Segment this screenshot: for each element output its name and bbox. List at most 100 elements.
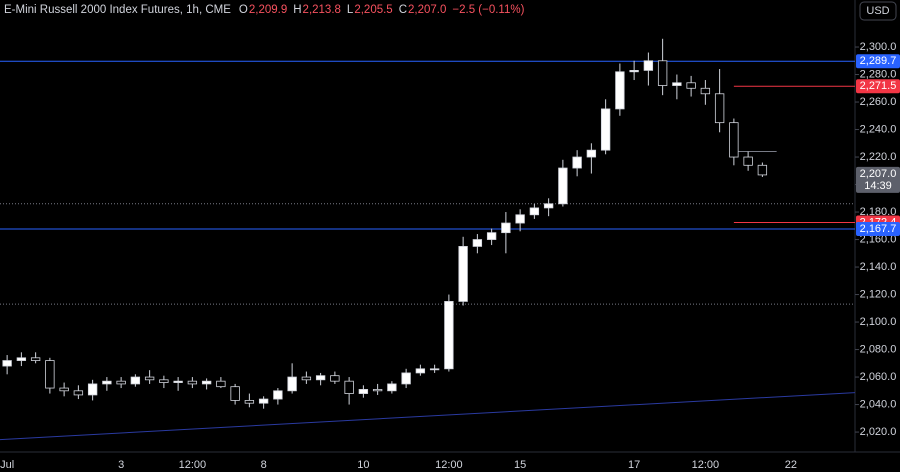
candle-body bbox=[686, 82, 696, 89]
candle-body bbox=[529, 207, 540, 216]
candle-body bbox=[615, 71, 625, 110]
candle-body bbox=[87, 383, 98, 396]
x-tick-label: 12:00 bbox=[692, 459, 720, 471]
x-tick-label: 17 bbox=[628, 459, 640, 471]
x-tick-label: 3 bbox=[118, 459, 124, 471]
candle-body bbox=[201, 380, 212, 385]
candle-body bbox=[358, 389, 369, 394]
legend-value: 2,205.5 bbox=[354, 4, 392, 16]
price-tag bbox=[856, 54, 900, 69]
candle-body bbox=[216, 380, 226, 388]
x-tick-label: Jul bbox=[0, 459, 14, 471]
candle-body bbox=[743, 156, 753, 166]
y-tick-label: 2,140.0 bbox=[860, 261, 897, 273]
price-tag-label: 2,289.7 bbox=[860, 55, 897, 67]
candle-body bbox=[130, 376, 141, 385]
last-price-tag bbox=[856, 166, 900, 193]
x-tick-label: 15 bbox=[514, 459, 526, 471]
candle-body bbox=[401, 372, 411, 385]
ohlc-legend: O 2,209.9 H 2,213.8 L 2,205.5 C 2,207.0 −2.5 (−0… bbox=[239, 4, 525, 16]
legend-key: L bbox=[347, 4, 354, 16]
candle-body bbox=[415, 368, 426, 374]
legend-value: 2,209.9 bbox=[249, 4, 287, 16]
y-tick-label: 2,280.0 bbox=[860, 68, 897, 80]
price-tag bbox=[856, 221, 900, 236]
candle-body bbox=[458, 246, 468, 302]
candle-body bbox=[472, 239, 483, 247]
candle-body bbox=[315, 375, 326, 381]
candle-body bbox=[657, 60, 668, 86]
y-tick-label: 2,240.0 bbox=[860, 123, 897, 135]
currency-label[interactable]: USD bbox=[866, 5, 889, 17]
trendline bbox=[0, 392, 856, 441]
x-tick-label: 8 bbox=[261, 459, 267, 471]
candle-body bbox=[757, 164, 768, 176]
x-tick-label: 10 bbox=[357, 459, 369, 471]
last-price-label: 2,207.0 bbox=[860, 168, 897, 180]
y-tick-label: 2,080.0 bbox=[860, 343, 897, 355]
candle-body bbox=[2, 360, 12, 367]
candle-body bbox=[187, 380, 198, 385]
candle-body bbox=[73, 390, 84, 396]
candle-body bbox=[258, 398, 269, 404]
currency-button[interactable] bbox=[859, 1, 897, 21]
candle-body bbox=[230, 386, 240, 401]
candle-body bbox=[586, 149, 597, 158]
y-tick-label: 2,180.0 bbox=[860, 206, 897, 218]
y-tick-label: 2,220.0 bbox=[860, 151, 897, 163]
candle-body bbox=[515, 214, 525, 224]
candle-body bbox=[273, 390, 283, 400]
candle-body bbox=[501, 222, 511, 234]
candle-body bbox=[600, 108, 611, 151]
candle-body bbox=[572, 156, 582, 169]
chart-title: E-Mini Russell 2000 Index Futures, 1h, C… bbox=[4, 4, 231, 16]
candle-body bbox=[543, 203, 554, 209]
legend-change: −2.5 (−0.11%) bbox=[452, 4, 524, 16]
candle-body bbox=[116, 380, 126, 385]
candle-body bbox=[558, 167, 568, 205]
candle-body bbox=[643, 60, 654, 71]
candle-body bbox=[444, 301, 454, 370]
candle-body bbox=[144, 376, 155, 381]
y-tick-label: 2,300.0 bbox=[860, 41, 897, 53]
countdown: 14:39 bbox=[864, 180, 892, 192]
candle-body bbox=[700, 87, 711, 95]
candle-body bbox=[387, 383, 397, 392]
price-tag-label: 2,271.5 bbox=[860, 80, 897, 92]
candle-body bbox=[629, 70, 639, 73]
legend-key: H bbox=[293, 4, 301, 16]
candle-body bbox=[102, 380, 112, 385]
candle-body bbox=[45, 360, 55, 389]
candle-body bbox=[714, 93, 725, 124]
candle-body bbox=[59, 387, 69, 392]
price-tag-label: 2,167.7 bbox=[860, 223, 897, 235]
candle-body bbox=[429, 368, 440, 371]
y-tick-label: 2,260.0 bbox=[860, 96, 897, 108]
y-tick-label: 2,160.0 bbox=[860, 233, 897, 245]
y-tick-label: 2,060.0 bbox=[860, 371, 897, 383]
legend-value: 2,207.0 bbox=[408, 4, 446, 16]
candle-body bbox=[30, 357, 41, 361]
candle-body bbox=[301, 376, 312, 381]
y-tick-label: 2,040.0 bbox=[860, 398, 897, 410]
x-tick-label: 22 bbox=[785, 459, 797, 471]
candle-body bbox=[287, 376, 297, 392]
x-tick-label: 12:00 bbox=[179, 459, 207, 471]
legend-key: C bbox=[399, 4, 407, 16]
candle-body bbox=[372, 389, 383, 392]
legend-key: O bbox=[239, 4, 248, 16]
candle-body bbox=[486, 232, 497, 240]
y-tick-label: 2,020.0 bbox=[860, 426, 897, 438]
y-tick-label: 2,100.0 bbox=[860, 316, 897, 328]
candle-body bbox=[344, 380, 354, 394]
legend-value: 2,213.8 bbox=[303, 4, 341, 16]
candle-body bbox=[159, 379, 169, 383]
price-tag bbox=[856, 79, 900, 94]
candle-body bbox=[16, 357, 27, 361]
candle-body bbox=[729, 122, 739, 158]
candle-body bbox=[244, 400, 255, 404]
candle-body bbox=[173, 380, 183, 383]
x-tick-label: 12:00 bbox=[435, 459, 463, 471]
